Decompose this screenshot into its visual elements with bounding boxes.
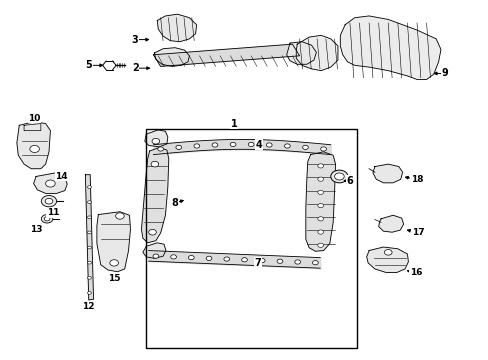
Text: 18: 18 [410,175,423,184]
Text: 3: 3 [132,35,138,45]
Circle shape [284,144,290,148]
Text: 8: 8 [171,198,178,208]
Circle shape [151,161,159,167]
Circle shape [45,198,53,204]
Text: 6: 6 [346,176,353,186]
Circle shape [176,145,181,149]
Polygon shape [157,14,196,42]
Circle shape [87,261,91,264]
Circle shape [87,276,91,279]
Circle shape [317,203,323,208]
Circle shape [317,230,323,234]
Text: 9: 9 [441,68,447,78]
Circle shape [87,292,91,294]
Circle shape [194,144,199,148]
Text: 5: 5 [85,60,92,70]
Circle shape [45,180,55,187]
Text: 14: 14 [55,172,68,181]
Circle shape [317,164,323,168]
Circle shape [312,261,318,265]
Circle shape [330,170,347,183]
Circle shape [170,255,176,259]
Text: 12: 12 [82,302,95,311]
Circle shape [317,177,323,181]
Circle shape [212,143,217,147]
Circle shape [188,256,194,260]
Circle shape [317,243,323,247]
Text: 17: 17 [411,228,424,237]
Circle shape [277,259,282,264]
Circle shape [115,213,124,219]
Circle shape [30,145,40,153]
Polygon shape [141,148,168,243]
Text: 4: 4 [255,140,262,150]
Polygon shape [144,130,167,147]
Polygon shape [17,122,50,169]
Text: 10: 10 [28,114,41,123]
Text: 1: 1 [230,118,237,129]
Circle shape [320,147,326,151]
Text: 13: 13 [30,225,42,234]
Circle shape [384,249,391,255]
Polygon shape [97,212,130,272]
Circle shape [317,217,323,221]
Circle shape [248,142,253,147]
Circle shape [148,229,156,235]
Circle shape [302,145,308,149]
Polygon shape [153,44,299,66]
Polygon shape [378,215,403,232]
Circle shape [153,254,159,258]
Text: 11: 11 [46,208,59,217]
Circle shape [158,147,163,151]
Polygon shape [154,48,189,66]
Polygon shape [305,152,335,251]
Polygon shape [24,123,41,131]
Circle shape [41,215,53,223]
Polygon shape [372,164,402,183]
Circle shape [152,138,160,144]
Circle shape [294,260,300,264]
Circle shape [87,186,91,189]
Circle shape [206,256,211,260]
Polygon shape [286,42,316,64]
Text: 16: 16 [409,268,422,277]
Circle shape [224,257,229,261]
Circle shape [87,216,91,219]
Text: 15: 15 [108,274,120,283]
Circle shape [110,260,118,266]
Text: 2: 2 [132,63,138,73]
Circle shape [230,142,235,147]
Circle shape [266,143,272,147]
Circle shape [259,258,264,263]
Polygon shape [34,173,67,193]
Circle shape [87,201,91,204]
Circle shape [41,195,57,207]
Circle shape [317,190,323,194]
Polygon shape [85,175,93,300]
Circle shape [44,217,50,221]
Text: 7: 7 [254,258,261,268]
Circle shape [334,173,344,180]
Polygon shape [142,243,165,258]
Polygon shape [366,247,407,273]
Polygon shape [296,35,337,71]
Polygon shape [340,16,440,80]
Circle shape [87,246,91,249]
Bar [146,129,356,347]
Circle shape [241,258,247,262]
Circle shape [87,231,91,234]
